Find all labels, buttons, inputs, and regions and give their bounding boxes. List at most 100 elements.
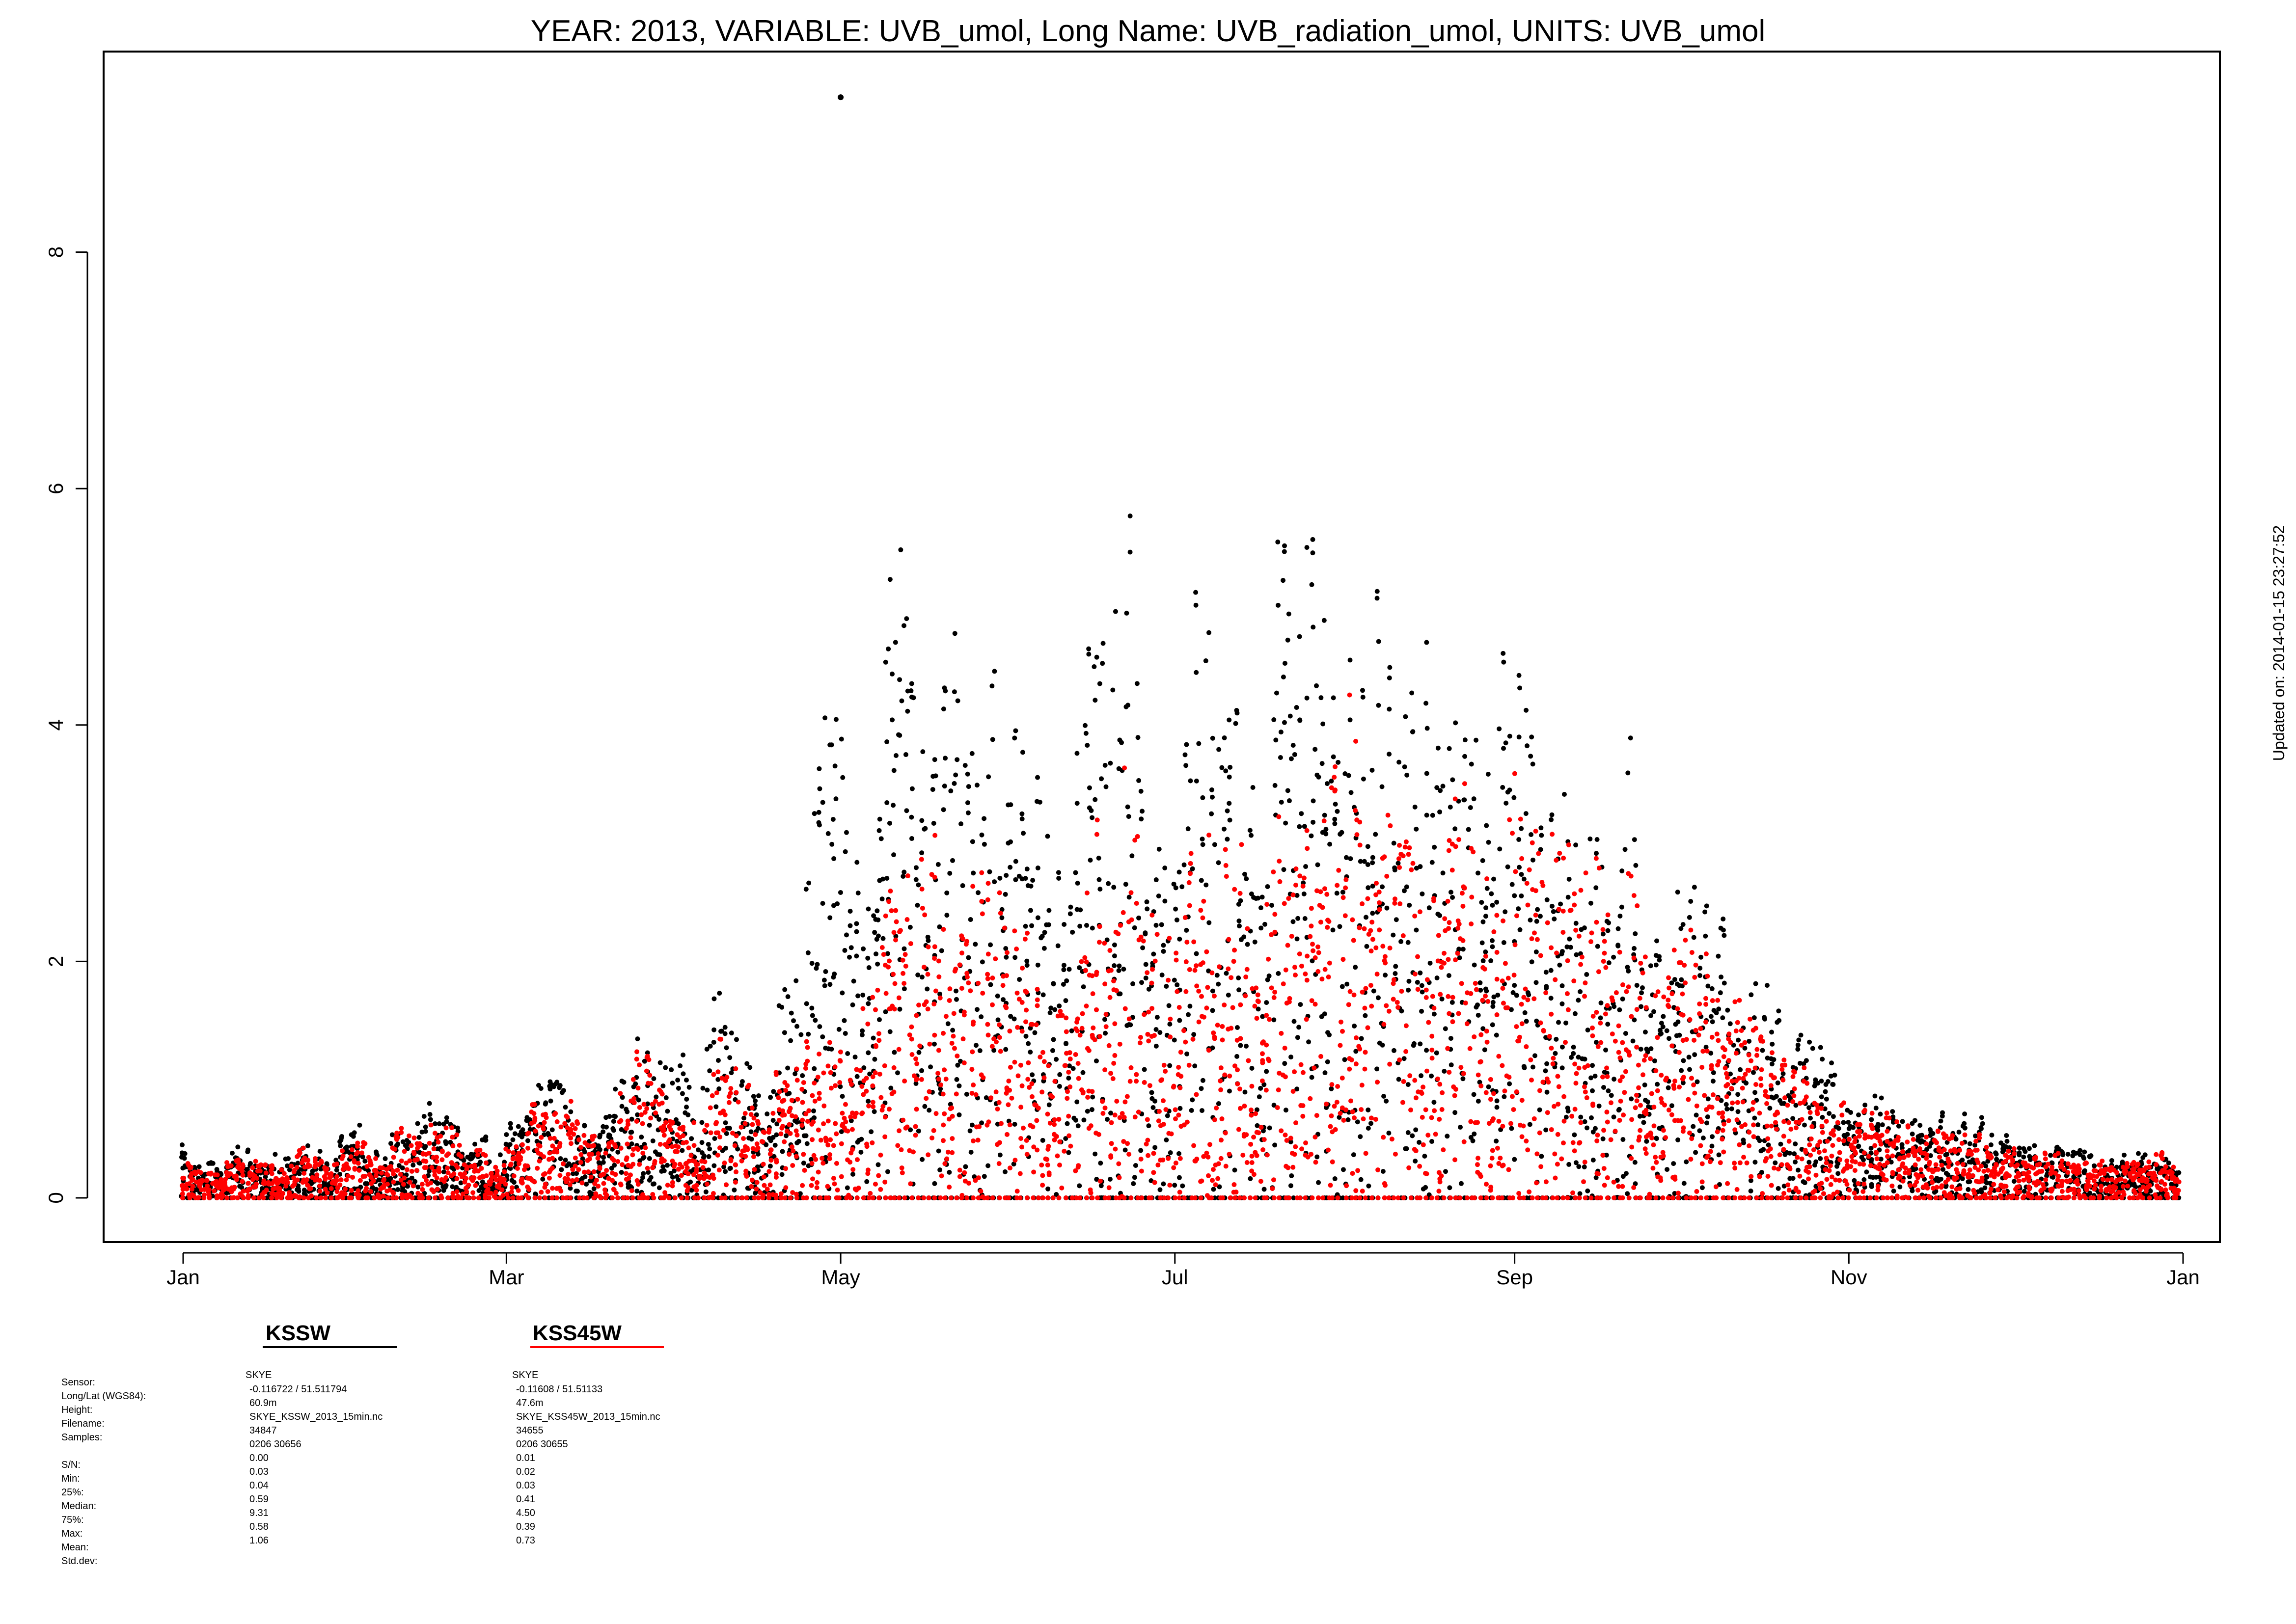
kssw-point xyxy=(897,1006,902,1012)
kssw-point xyxy=(1784,1150,1790,1155)
kssw-point xyxy=(1303,864,1309,869)
kssw-point xyxy=(1818,1045,1823,1050)
kss45w-point xyxy=(753,1132,758,1137)
kssw-point xyxy=(1131,1181,1136,1187)
kss45w-point xyxy=(691,1143,697,1148)
kss45w-point xyxy=(801,1080,806,1085)
kss45w-point xyxy=(368,1162,374,1167)
kssw-point xyxy=(820,901,825,906)
kssw-point xyxy=(670,1174,675,1180)
kss45w-point xyxy=(645,1195,650,1200)
kss45w-point xyxy=(606,1176,611,1181)
kss45w-point xyxy=(545,1189,550,1194)
kssw-point xyxy=(1435,745,1441,751)
kssw-point xyxy=(955,757,960,762)
kss45w-point xyxy=(541,1154,547,1160)
kssw-point xyxy=(1661,1014,1666,1019)
kssw-point xyxy=(1807,1039,1812,1045)
kss45w-point xyxy=(431,1155,436,1160)
kssw-point xyxy=(1273,737,1279,743)
kssw-point xyxy=(1490,902,1495,908)
kssw-point xyxy=(533,1191,538,1197)
kss45w-point xyxy=(813,1157,819,1162)
kss45w-point xyxy=(485,1187,491,1192)
kssw-point xyxy=(1203,882,1209,888)
kss45w-point xyxy=(254,1175,259,1181)
kssw-point xyxy=(1008,839,1013,844)
kssw-point xyxy=(1200,1078,1205,1083)
kssw-point xyxy=(1639,1004,1644,1009)
kssw-point xyxy=(1476,870,1481,876)
kssw-point xyxy=(1250,785,1256,790)
kssw-point xyxy=(1212,1195,1218,1200)
kss45w-point xyxy=(355,1161,361,1166)
kss45w-point xyxy=(529,1109,534,1114)
kssw-point xyxy=(525,1138,530,1143)
kssw-point xyxy=(1285,788,1290,793)
kssw-point xyxy=(1559,983,1565,988)
kss45w-point xyxy=(630,1077,636,1082)
kssw-point xyxy=(1910,1131,1915,1137)
kss45w-point xyxy=(722,1112,728,1117)
kssw-point xyxy=(1604,919,1610,924)
kssw-point xyxy=(1360,695,1366,700)
kssw-point xyxy=(1064,978,1069,983)
kssw-point xyxy=(1074,751,1080,756)
kssw-point xyxy=(1653,962,1659,968)
kssw-point xyxy=(1342,1057,1347,1062)
kssw-point xyxy=(1460,1076,1466,1082)
kss45w-point xyxy=(899,1165,904,1170)
kssw-point xyxy=(1002,1169,1008,1174)
kssw-point xyxy=(1269,903,1275,908)
kss45w-point xyxy=(892,1006,897,1012)
kss45w-point xyxy=(790,1163,795,1168)
kssw-point xyxy=(680,1091,685,1096)
kssw-point xyxy=(963,1164,968,1169)
kss45w-point xyxy=(663,1120,668,1125)
kssw-point xyxy=(1252,939,1257,945)
kss45w-point xyxy=(312,1164,318,1169)
kssw-point xyxy=(1296,1025,1302,1030)
kssw-point xyxy=(1013,728,1018,733)
kss45w-point xyxy=(457,1142,462,1148)
kssw-point xyxy=(1423,1185,1428,1190)
kssw-point xyxy=(1478,988,1483,993)
kssw-point xyxy=(905,708,910,714)
kss45w-point xyxy=(487,1195,492,1200)
kssw-point xyxy=(400,1139,406,1144)
kss45w-point xyxy=(578,1160,583,1165)
kssw-point xyxy=(1490,1000,1496,1005)
kss45w-point xyxy=(735,1195,740,1200)
kssw-point xyxy=(1330,927,1336,933)
kss45w-point xyxy=(537,1143,543,1149)
kssw-point xyxy=(915,902,920,908)
kssw-point xyxy=(1023,1033,1029,1039)
kssw-point xyxy=(1149,1090,1154,1095)
kss45w-point xyxy=(375,1192,381,1197)
kssw-point xyxy=(1569,1055,1574,1060)
kssw-point xyxy=(1383,973,1388,978)
kss45w-point xyxy=(782,1112,787,1117)
kssw-point xyxy=(1716,1006,1722,1012)
kssw-point xyxy=(1527,1122,1532,1127)
kssw-point xyxy=(1387,665,1393,670)
kssw-point xyxy=(722,1025,728,1030)
kssw-point xyxy=(1173,885,1178,891)
kssw-point xyxy=(1477,980,1483,985)
kssw-point xyxy=(1358,1134,1363,1139)
kssw-point xyxy=(1530,857,1535,863)
kss45w-point xyxy=(322,1165,328,1170)
kssw-point xyxy=(1680,1080,1686,1085)
kssw-point xyxy=(904,616,909,622)
kssw-point xyxy=(410,1163,416,1168)
kss45w-point xyxy=(666,1139,671,1144)
kssw-point xyxy=(1081,984,1086,990)
kss45w-point xyxy=(240,1168,245,1174)
kss45w-point xyxy=(382,1177,387,1182)
kssw-point xyxy=(1572,1011,1578,1016)
kss45w-point xyxy=(805,1119,810,1124)
kss45w-point xyxy=(810,1137,815,1142)
kssw-point xyxy=(1294,705,1299,710)
kss45w-point xyxy=(279,1167,284,1172)
kssw-point xyxy=(1625,770,1631,776)
